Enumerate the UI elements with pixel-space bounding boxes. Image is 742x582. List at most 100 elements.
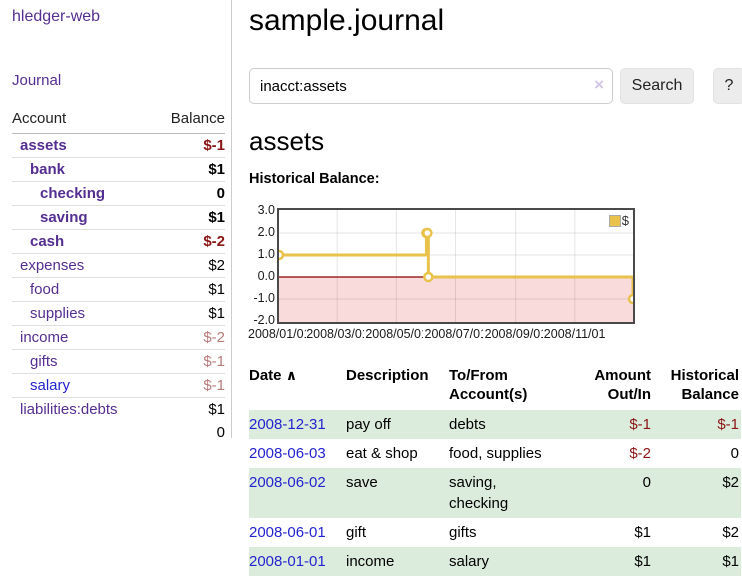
transaction-balance: $-1 xyxy=(653,410,741,439)
transaction-date-link[interactable]: 2008-12-31 xyxy=(249,416,326,433)
x-axis-tick-label: 2008/11/01 xyxy=(543,327,606,341)
accounts-total-spacer xyxy=(12,421,153,444)
account-link[interactable]: cash xyxy=(30,233,65,250)
register-header-accounts: To/From Account(s) xyxy=(449,367,528,403)
help-button[interactable]: ? xyxy=(713,68,742,104)
search-button[interactable]: Search xyxy=(620,68,694,104)
transaction-accounts: saving, checking xyxy=(449,468,579,518)
y-axis-tick-label: 3.0 xyxy=(257,203,275,217)
register-header-balance: Historical Balance xyxy=(670,367,739,403)
transaction-amount: $1 xyxy=(634,524,651,541)
account-balance: $-1 xyxy=(203,137,225,154)
account-link[interactable]: gifts xyxy=(30,353,58,370)
y-axis-tick-label: 0.0 xyxy=(257,269,275,283)
transaction-date-link[interactable]: 2008-06-01 xyxy=(249,524,326,541)
y-axis-tick-label: -2.0 xyxy=(253,313,275,327)
x-axis-tick-label: 2008/07/01 xyxy=(424,327,483,341)
transaction-accounts: salary xyxy=(449,547,579,576)
chart-plot-area: $ xyxy=(277,208,635,324)
account-balance: $1 xyxy=(152,301,225,326)
chart-legend: $ xyxy=(608,213,629,228)
account-link[interactable]: supplies xyxy=(30,305,86,322)
account-link[interactable]: assets xyxy=(20,137,67,154)
account-row: cash $-2 xyxy=(12,229,225,254)
account-link[interactable]: expenses xyxy=(20,257,85,274)
account-row: assets $-1 xyxy=(12,134,225,158)
x-axis-tick-label: 2008/03/01 xyxy=(306,327,365,341)
search-input[interactable] xyxy=(249,68,613,104)
register-row: 2008-01-01 income salary $1 $1 xyxy=(249,547,741,576)
transaction-description: income xyxy=(346,547,449,576)
y-axis-tick-label: -1.0 xyxy=(253,291,275,305)
account-link[interactable]: checking xyxy=(40,185,106,202)
historical-balance-chart: $ 3.0 2.0 1.0 0.0 -1.0 -2.0 2008/01/01 2008/03… xyxy=(248,203,742,342)
legend-swatch-icon xyxy=(608,214,621,227)
account-balance: $-2 xyxy=(152,325,225,350)
transaction-accounts: debts xyxy=(449,410,579,439)
search-row: × Search ? xyxy=(249,68,742,104)
account-link[interactable]: saving xyxy=(40,209,88,226)
y-axis-tick-label: 1.0 xyxy=(257,247,275,261)
transaction-date-link[interactable]: 2008-06-03 xyxy=(249,445,326,462)
account-balance: 0 xyxy=(152,181,225,206)
account-row: liabilities:debts $1 xyxy=(12,397,225,421)
register-row: 2008-06-01 gift gifts $1 $2 xyxy=(249,518,741,547)
account-row: salary $-1 xyxy=(12,373,225,398)
accounts-table-body: assets $-1 bank $1 checking 0 saving $1 cash $-2 e… xyxy=(12,134,225,421)
account-balance: $2 xyxy=(152,253,225,278)
register-table: Date ∧ Description To/From Account(s) Am… xyxy=(249,364,741,576)
account-link[interactable]: salary xyxy=(30,377,71,394)
account-balance: $1 xyxy=(152,157,225,182)
account-row: income $-2 xyxy=(12,325,225,350)
legend-label: $ xyxy=(621,213,629,228)
sidebar: hledger-web Journal Account Balance asse… xyxy=(0,0,232,576)
transaction-balance: $2 xyxy=(722,524,739,541)
account-row: saving $1 xyxy=(12,205,225,230)
x-axis-tick-label: 2008/01/01 xyxy=(248,327,306,341)
search-box: × xyxy=(249,68,613,104)
account-link[interactable]: bank xyxy=(30,161,66,178)
account-row: gifts $-1 xyxy=(12,349,225,374)
transaction-description: pay off xyxy=(346,410,449,439)
chart-canvas xyxy=(279,210,633,322)
register-header-date[interactable]: Date ∧ xyxy=(249,367,298,384)
register-row: 2008-12-31 pay off debts $-1 $-1 xyxy=(249,410,741,439)
main-content: sample.journal × Search ? assets Histori… xyxy=(232,0,742,576)
account-link[interactable]: income xyxy=(20,329,69,346)
transaction-date-link[interactable]: 2008-06-02 xyxy=(249,474,326,491)
account-balance: $1 xyxy=(152,397,225,421)
transaction-description: save xyxy=(346,468,449,518)
transaction-amount: 0 xyxy=(579,468,653,518)
account-link[interactable]: food xyxy=(30,281,60,298)
account-row: checking 0 xyxy=(12,181,225,206)
chart-title: Historical Balance: xyxy=(249,171,380,187)
sidebar-item-journal[interactable]: Journal xyxy=(12,72,62,89)
transaction-description: eat & shop xyxy=(346,445,418,462)
transaction-balance: $1 xyxy=(653,547,741,576)
register-header-description: Description xyxy=(346,367,429,384)
register-row: 2008-06-02 save saving, checking 0 $2 xyxy=(249,468,741,518)
account-balance: $-1 xyxy=(152,373,225,398)
account-row: food $1 xyxy=(12,277,225,302)
accounts-header-balance: Balance xyxy=(152,106,225,134)
register-header-amount: Amount Out/In xyxy=(594,367,651,403)
account-balance: $1 xyxy=(152,205,225,230)
clear-search-icon[interactable]: × xyxy=(594,75,604,94)
x-axis-tick-label: 2008/05/01 xyxy=(365,327,424,341)
x-axis-tick-label: 2008/09/01 xyxy=(484,327,543,341)
account-row: expenses $2 xyxy=(12,253,225,278)
accounts-header-account: Account xyxy=(12,106,153,134)
y-axis-tick-label: 2.0 xyxy=(257,225,275,239)
transaction-balance: $2 xyxy=(653,468,741,518)
transaction-accounts: food, supplies xyxy=(449,445,542,462)
account-balance: $1 xyxy=(152,277,225,302)
app-title-link[interactable]: hledger-web xyxy=(12,8,101,25)
transaction-balance: 0 xyxy=(730,445,739,462)
register-row: 2008-06-03 eat & shop food, supplies $-2 0 xyxy=(249,439,741,468)
transaction-date-link[interactable]: 2008-01-01 xyxy=(249,553,326,570)
account-link[interactable]: liabilities:debts xyxy=(20,401,118,418)
transaction-accounts: gifts xyxy=(449,524,477,541)
register-table-body: 2008-12-31 pay off debts $-1 $-1 2008-06-03 ea… xyxy=(249,410,741,576)
transaction-amount: $-1 xyxy=(579,410,653,439)
